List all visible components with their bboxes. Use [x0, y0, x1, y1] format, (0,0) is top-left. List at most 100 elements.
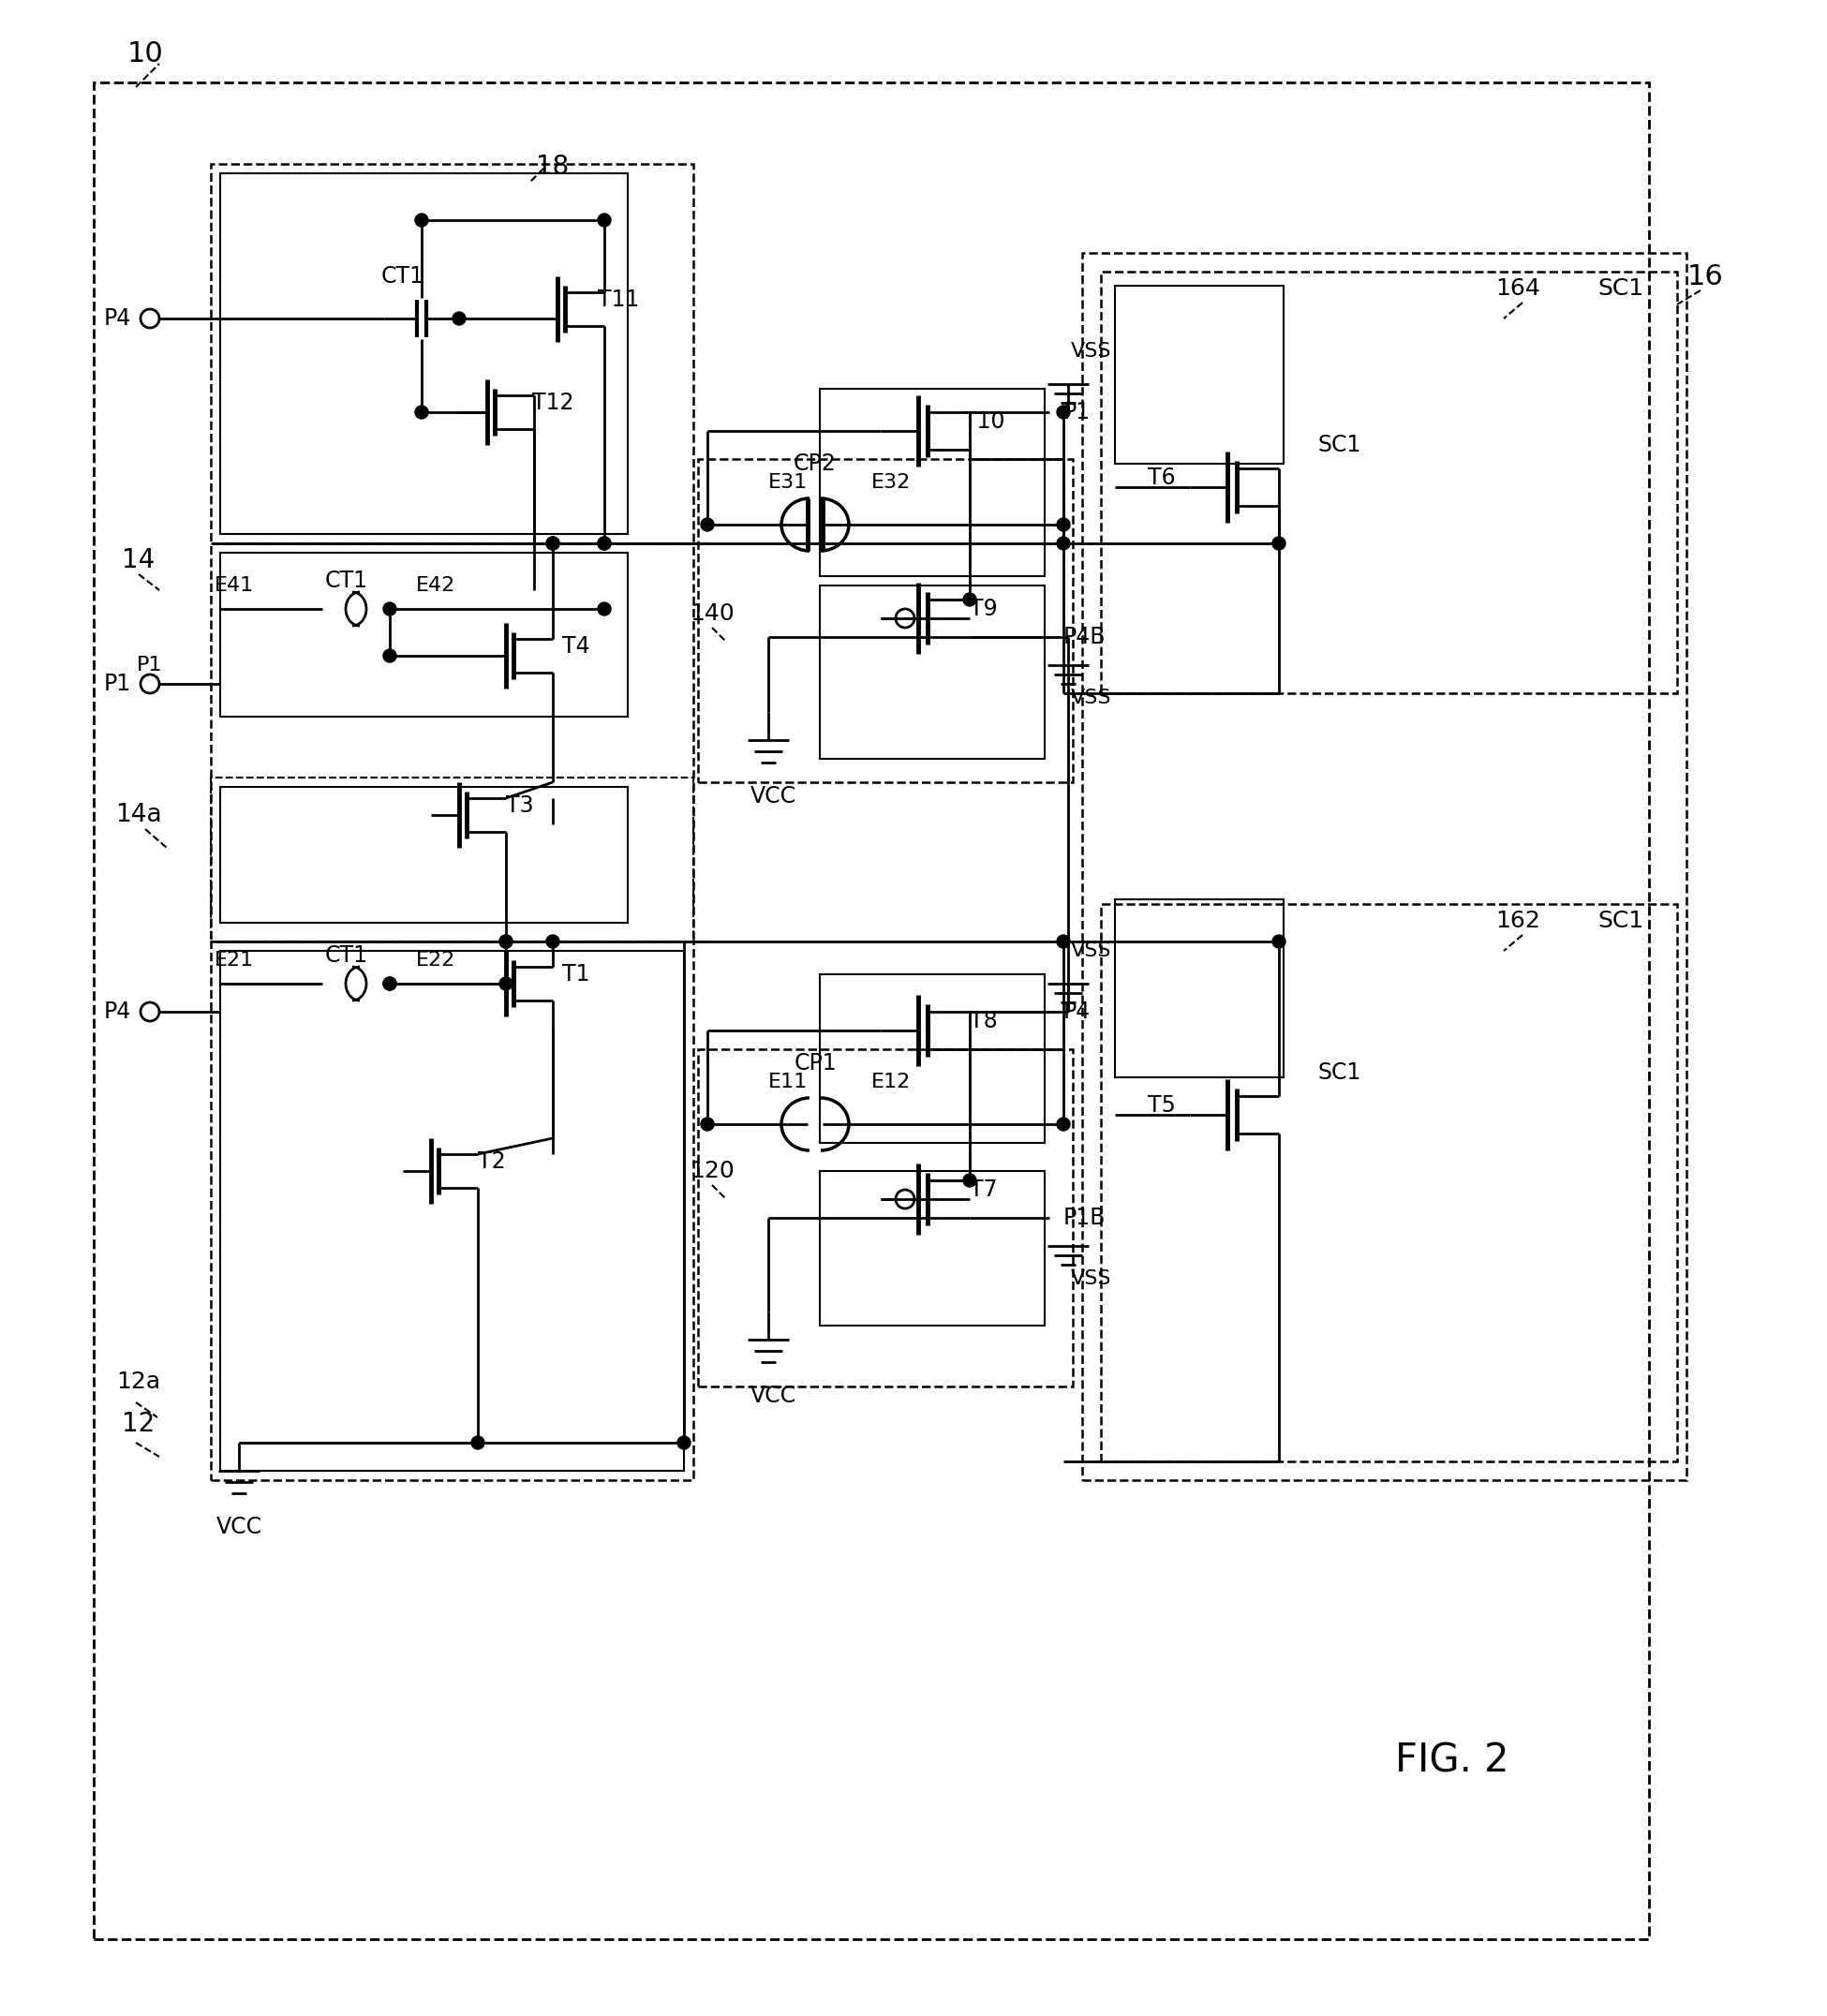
Circle shape — [1272, 536, 1286, 550]
Circle shape — [499, 935, 513, 948]
Text: 164: 164 — [1494, 278, 1540, 300]
Bar — [698, 1048, 1072, 1387]
Text: 140: 140 — [691, 603, 734, 625]
Text: E12: E12 — [871, 1073, 912, 1091]
Bar — [210, 778, 692, 941]
Text: P4B: P4B — [1063, 625, 1105, 649]
Circle shape — [1056, 536, 1071, 550]
Circle shape — [384, 978, 396, 990]
Text: 14: 14 — [122, 546, 155, 573]
Text: T5: T5 — [1147, 1095, 1177, 1117]
Bar — [820, 585, 1045, 758]
Text: CT1: CT1 — [325, 571, 369, 593]
Circle shape — [415, 214, 428, 226]
Circle shape — [1056, 518, 1071, 530]
Text: 16: 16 — [1686, 262, 1723, 290]
Bar — [820, 974, 1045, 1143]
Bar — [1102, 272, 1677, 694]
Circle shape — [384, 649, 396, 663]
Circle shape — [702, 518, 714, 530]
Text: 162: 162 — [1494, 909, 1540, 931]
Bar — [820, 389, 1045, 577]
Circle shape — [499, 935, 513, 948]
Text: SC1: SC1 — [1317, 1060, 1361, 1085]
Text: CP1: CP1 — [793, 1052, 837, 1075]
Text: FIG. 2: FIG. 2 — [1396, 1742, 1509, 1780]
Text: P4: P4 — [104, 1000, 132, 1022]
Text: CT1: CT1 — [325, 943, 369, 968]
Circle shape — [384, 978, 396, 990]
Circle shape — [963, 593, 976, 607]
Bar — [1114, 899, 1284, 1077]
Text: P1: P1 — [1063, 401, 1091, 423]
Circle shape — [1272, 935, 1286, 948]
Circle shape — [597, 536, 610, 550]
Text: 12: 12 — [122, 1411, 155, 1437]
Circle shape — [597, 214, 610, 226]
Bar — [93, 83, 1650, 1939]
Bar — [698, 460, 1072, 782]
Text: T12: T12 — [532, 391, 574, 413]
Circle shape — [963, 1173, 976, 1187]
Circle shape — [453, 312, 466, 325]
Bar — [221, 786, 628, 923]
Text: E31: E31 — [769, 474, 808, 492]
Text: T10: T10 — [963, 411, 1005, 433]
Text: E41: E41 — [214, 577, 254, 595]
Text: T9: T9 — [970, 597, 998, 621]
Circle shape — [702, 1117, 714, 1131]
Text: 120: 120 — [691, 1159, 734, 1181]
Text: P4: P4 — [1063, 1000, 1091, 1022]
Circle shape — [597, 536, 610, 550]
Text: P1B: P1B — [1063, 1208, 1105, 1230]
Bar — [1114, 286, 1284, 464]
Text: E32: E32 — [871, 474, 912, 492]
Circle shape — [546, 935, 559, 948]
Circle shape — [415, 405, 428, 419]
Circle shape — [1056, 405, 1071, 419]
Text: VSS: VSS — [1071, 1270, 1113, 1288]
Text: T3: T3 — [506, 794, 533, 816]
Text: VSS: VSS — [1071, 343, 1113, 361]
Text: T8: T8 — [970, 1010, 998, 1032]
Bar — [221, 552, 628, 716]
Text: 10: 10 — [128, 40, 163, 69]
Text: SC1: SC1 — [1317, 433, 1361, 456]
Text: E22: E22 — [417, 952, 455, 970]
Text: SC1: SC1 — [1599, 278, 1644, 300]
Text: T7: T7 — [970, 1179, 998, 1202]
Text: T11: T11 — [597, 288, 639, 310]
Bar — [221, 173, 628, 534]
Bar — [1102, 903, 1677, 1462]
Circle shape — [546, 536, 559, 550]
Text: E11: E11 — [769, 1073, 808, 1091]
Text: T6: T6 — [1147, 466, 1177, 490]
Circle shape — [384, 603, 396, 615]
Circle shape — [499, 978, 513, 990]
Text: E21: E21 — [214, 952, 254, 970]
Text: 14a: 14a — [115, 802, 163, 827]
Text: VSS: VSS — [1071, 941, 1113, 960]
Text: P1: P1 — [137, 655, 163, 675]
Circle shape — [597, 603, 610, 615]
Text: P4: P4 — [104, 306, 132, 331]
Bar — [221, 952, 683, 1472]
Text: VCC: VCC — [749, 784, 797, 808]
Circle shape — [546, 536, 559, 550]
Circle shape — [471, 1435, 484, 1450]
Text: VCC: VCC — [216, 1516, 261, 1538]
Bar — [210, 941, 692, 1480]
Bar — [210, 163, 692, 544]
Text: T4: T4 — [563, 635, 590, 657]
Text: VCC: VCC — [749, 1385, 797, 1407]
Text: CT1: CT1 — [382, 266, 424, 288]
Circle shape — [1056, 1117, 1071, 1131]
Bar — [210, 544, 692, 941]
Circle shape — [678, 1435, 691, 1450]
Text: 12a: 12a — [117, 1371, 161, 1393]
Text: 18: 18 — [537, 153, 570, 179]
Text: T1: T1 — [563, 964, 590, 986]
Text: SC1: SC1 — [1599, 909, 1644, 931]
Text: CP2: CP2 — [793, 452, 837, 476]
Text: E42: E42 — [417, 577, 455, 595]
